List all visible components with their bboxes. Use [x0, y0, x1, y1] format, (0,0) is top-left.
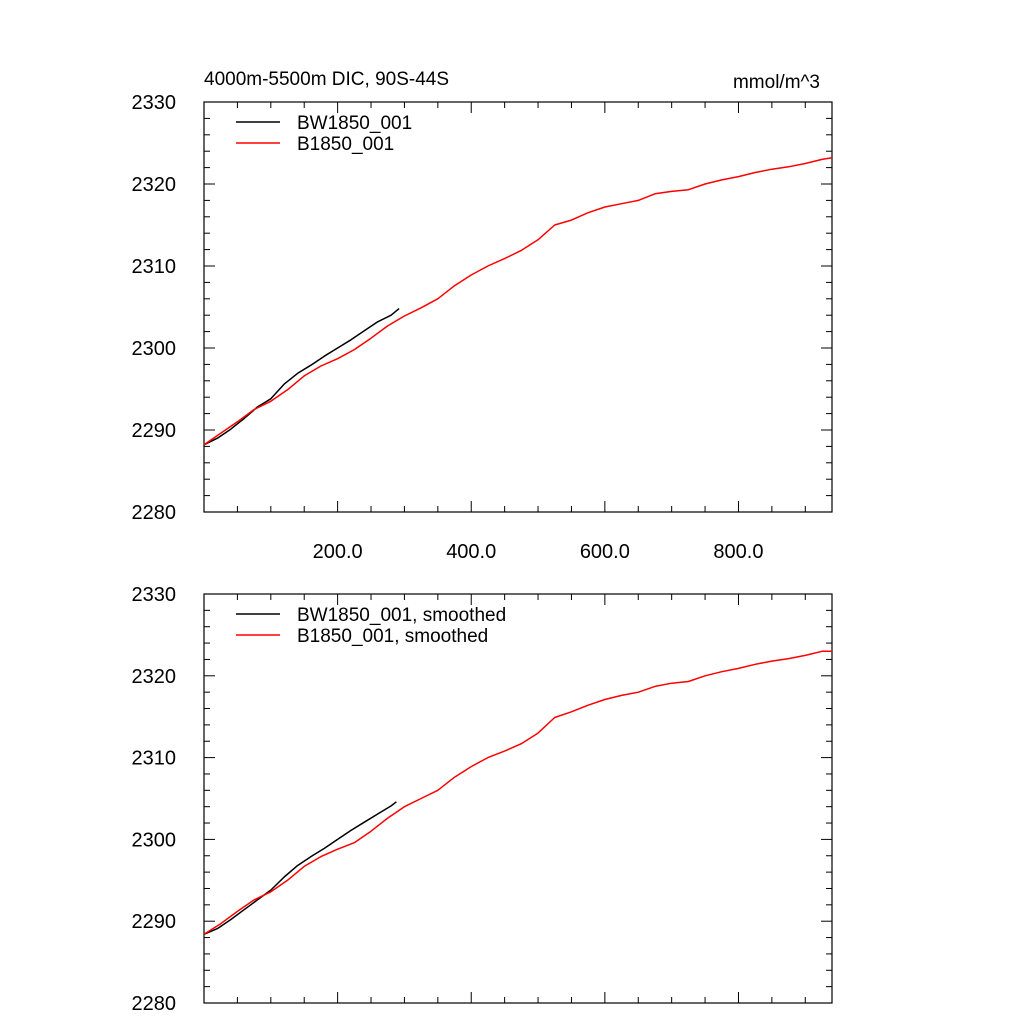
- y-tick-label: 2280: [132, 502, 177, 524]
- x-tick-label: 800.0: [713, 541, 763, 563]
- legend-label: BW1850_001, smoothed: [297, 605, 506, 626]
- y-tick-label: 2330: [132, 584, 177, 606]
- series-line-b1850: [203, 157, 833, 446]
- y-tick-label: 2300: [132, 338, 177, 360]
- plot-frame: [203, 101, 833, 513]
- y-tick-label: 2300: [132, 829, 177, 851]
- units-label: mmol/m^3: [733, 72, 820, 93]
- legend-label: B1850_001, smoothed: [297, 626, 488, 647]
- bottom-panel: 2280 2290 2300 2310 2320 2330 BW1850_001, smoo…: [132, 584, 833, 1015]
- y-tick-label: 2290: [132, 420, 177, 442]
- y-tick-label: 2310: [132, 256, 177, 278]
- y-tick-label: 2290: [132, 911, 177, 933]
- series-line-bw1850: [203, 801, 397, 935]
- y-tick-label: 2280: [132, 993, 177, 1015]
- y-tick-label: 2310: [132, 748, 177, 770]
- series-line-b1850: [203, 650, 832, 935]
- y-tick-label: 2320: [132, 666, 177, 688]
- series-line-bw1850: [203, 308, 400, 446]
- y-tick-label: 2330: [132, 92, 177, 114]
- legend-label: B1850_001: [297, 134, 394, 155]
- x-tick-label: 400.0: [446, 541, 496, 563]
- x-tick-label: 200.0: [313, 541, 363, 563]
- y-tick-label: 2320: [132, 174, 177, 196]
- plot-frame: [203, 593, 833, 1004]
- top-panel: 2280 2290 2300 2310 2320 2330 200.0 400.0 600.0 8…: [132, 69, 833, 563]
- chart-title: 4000m-5500m DIC, 90S-44S: [204, 69, 449, 90]
- x-tick-label: 600.0: [580, 541, 630, 563]
- legend-label: BW1850_001: [297, 113, 412, 134]
